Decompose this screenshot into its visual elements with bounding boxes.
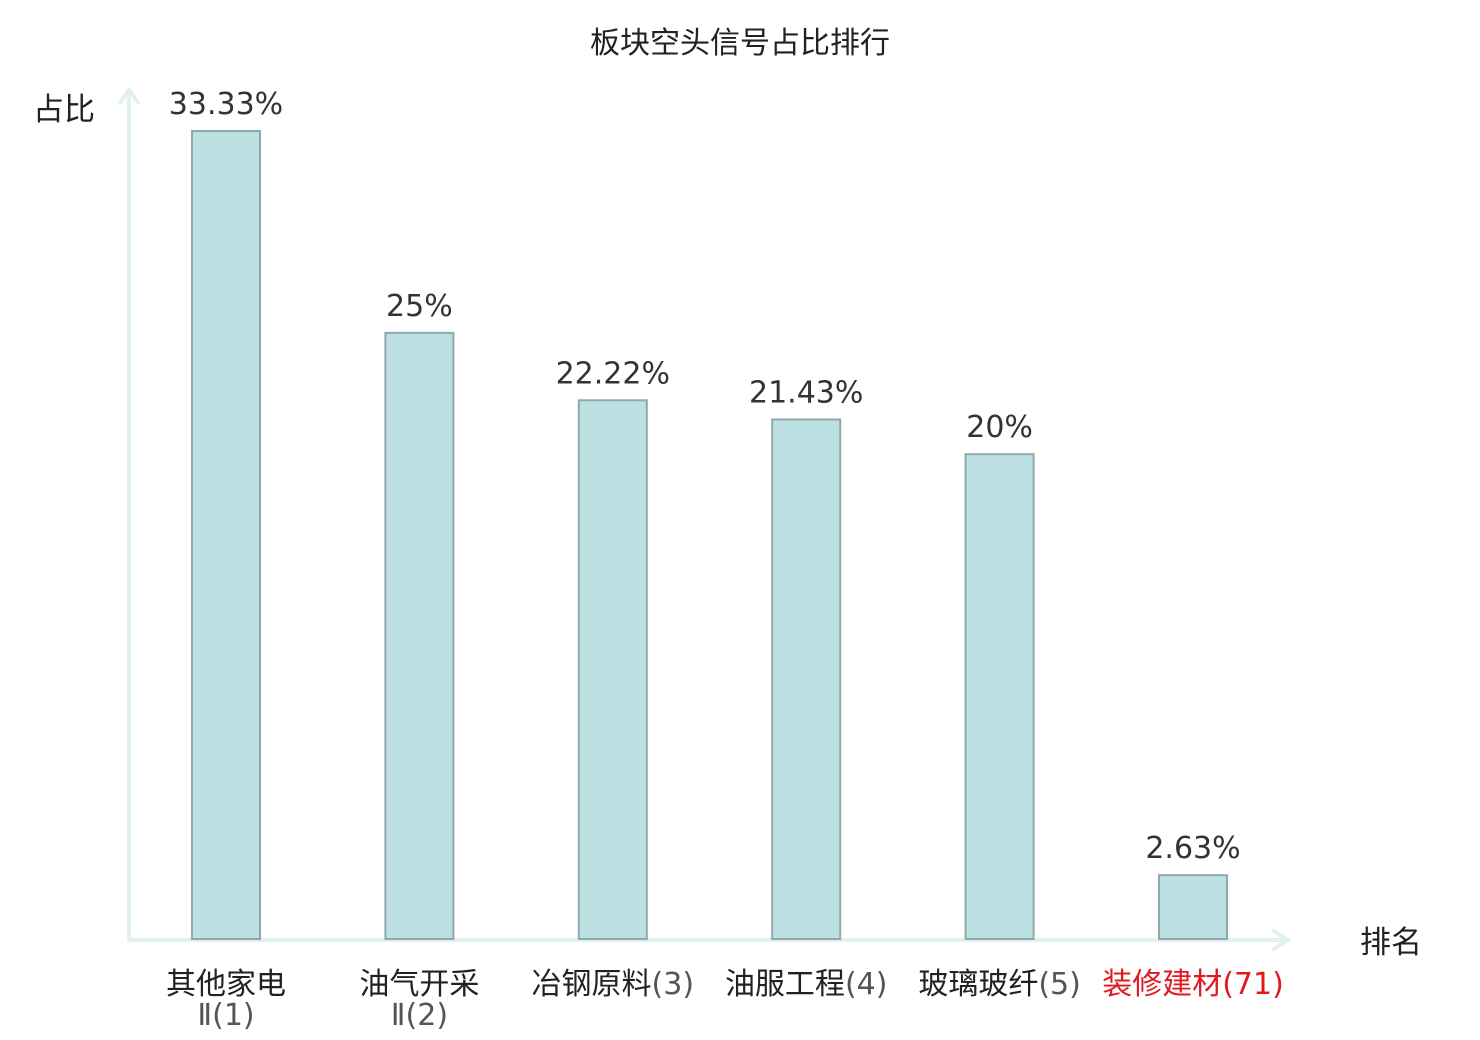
bar-3 (577, 399, 648, 940)
category-rank-1: Ⅱ(1) (197, 998, 254, 1033)
value-label-3: 22.22% (556, 356, 670, 391)
value-labels-group: 33.33% 25% 22.22% 21.43% 20% 2.63% (169, 87, 1241, 866)
category-label-1: 其他家电 Ⅱ(1) (166, 967, 286, 1033)
category-rank-6: (71) (1222, 967, 1284, 1002)
category-label-4: 油服工程(4) (725, 967, 888, 1002)
value-label-6: 2.63% (1145, 831, 1240, 866)
bar-5 (964, 453, 1035, 940)
category-name-2: 油气开采 (359, 967, 479, 1002)
category-label-2: 油气开采 Ⅱ(2) (359, 967, 479, 1033)
bars-group (191, 130, 1228, 941)
value-label-2: 25% (386, 289, 453, 324)
bar-4 (771, 418, 842, 940)
x-axis-label: 排名 (1360, 925, 1422, 961)
category-label-5: 玻璃玻纤(5) (918, 967, 1081, 1002)
category-rank-5: (5) (1038, 967, 1081, 1002)
axes (117, 86, 1292, 952)
category-label-6: 装修建材(71) (1102, 967, 1284, 1002)
value-label-4: 21.43% (749, 376, 863, 411)
category-name-6: 装修建材 (1102, 967, 1222, 1002)
category-rank-4: (4) (845, 967, 888, 1002)
value-label-1: 33.33% (169, 87, 283, 122)
value-label-5: 20% (966, 410, 1033, 445)
bar-2 (384, 331, 455, 940)
category-label-3: 冶钢原料(3) (532, 967, 695, 1002)
bar-1 (191, 130, 261, 940)
bar-6 (1158, 874, 1228, 941)
y-axis-arrow (117, 86, 141, 106)
category-labels-group: 其他家电 Ⅱ(1) 油气开采 Ⅱ(2) 冶钢原料(3) 油服工程(4) 玻璃玻纤(5) 装修建… (166, 967, 1284, 1033)
category-rank-2: Ⅱ(2) (391, 998, 448, 1033)
category-name-4: 油服工程 (725, 967, 845, 1002)
x-axis-arrow (1270, 928, 1292, 952)
category-name-3: 冶钢原料 (532, 967, 652, 1002)
category-name-5: 玻璃玻纤 (918, 967, 1038, 1002)
category-rank-3: (3) (652, 967, 695, 1002)
chart-title: 板块空头信号占比排行 (590, 26, 890, 61)
category-name-1: 其他家电 (166, 967, 286, 1002)
y-axis-label: 占比 (33, 92, 95, 128)
